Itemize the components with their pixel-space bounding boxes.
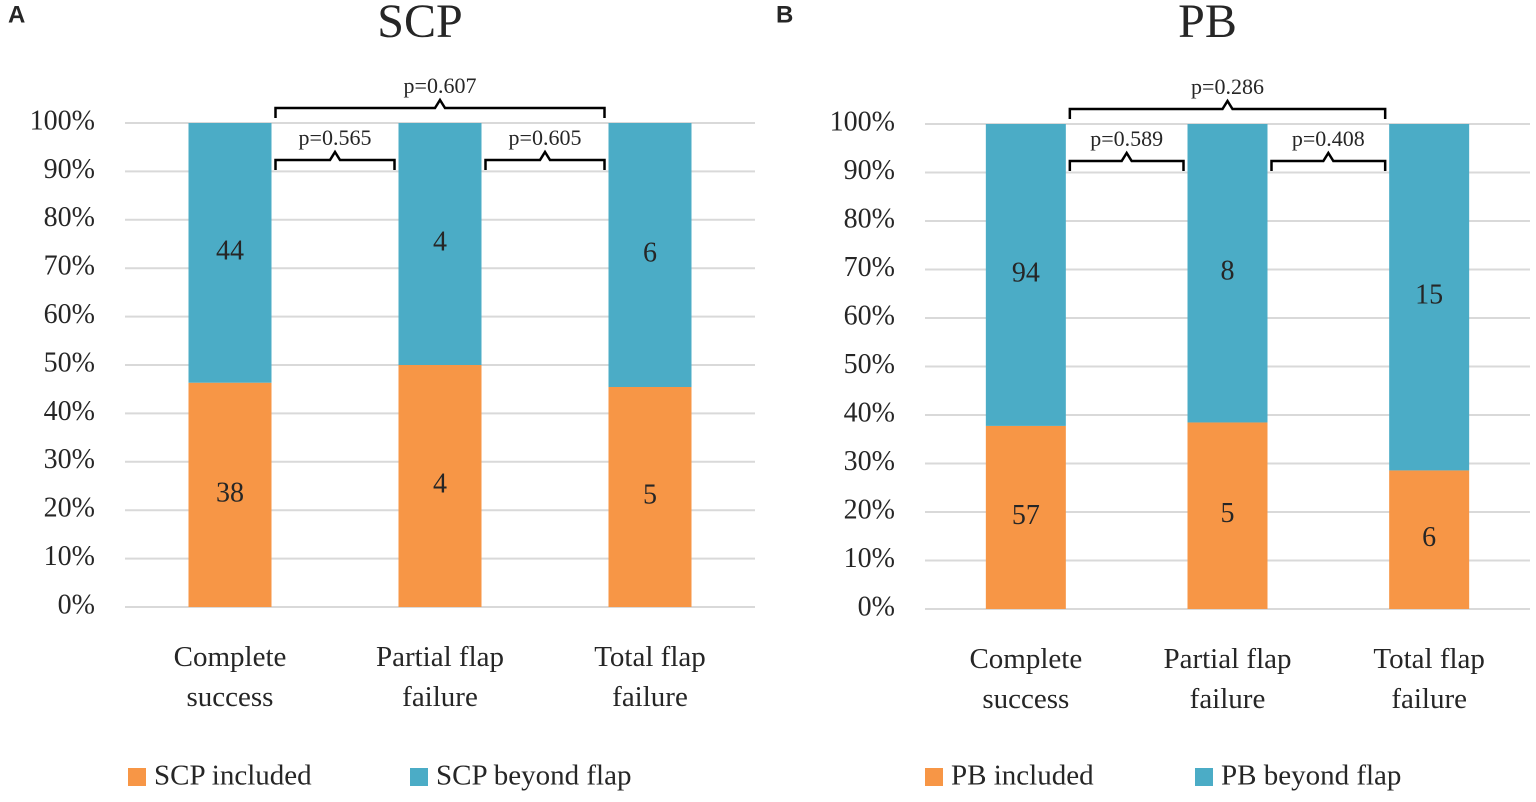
annotation: p=0.408 (1292, 126, 1365, 151)
legend-swatch (128, 768, 146, 786)
panel-label: A (8, 1, 25, 28)
x-tick-label: Complete success (969, 643, 1083, 715)
bracket (1068, 98, 1387, 119)
bar-segment (985, 124, 1066, 426)
y-tick-label: 20% (844, 494, 895, 525)
bracket (484, 149, 606, 170)
y-tick-label: 30% (844, 446, 895, 477)
legend-swatch (925, 768, 943, 786)
y-tick-label: 0% (858, 591, 895, 622)
bar-segment (1389, 124, 1470, 471)
y-tick-label: 60% (844, 300, 895, 331)
y-tick-label: 0% (58, 589, 95, 620)
bar-segment (608, 387, 692, 607)
y-tick-label: 30% (44, 444, 95, 475)
data-label: 6 (1422, 522, 1436, 553)
bar-segment (188, 123, 272, 383)
bar-segment (398, 123, 482, 365)
y-tick-label: 80% (844, 203, 895, 234)
legend-label: SCP included (154, 760, 312, 792)
bar-segment (1187, 422, 1268, 609)
y-tick-label: 10% (844, 543, 895, 574)
y-tick-label: 70% (44, 251, 95, 282)
y-tick-label: 60% (44, 299, 95, 330)
bar-segment (398, 365, 482, 607)
data-label: 15 (1415, 280, 1443, 311)
x-tick-label: Total flap failure (594, 641, 706, 713)
x-tick-label: Total flap failure (1373, 643, 1485, 715)
data-label: 44 (216, 235, 244, 266)
bar-segment (608, 123, 692, 387)
chart-title: SCP (377, 0, 462, 48)
data-label: 6 (643, 237, 657, 268)
legend-label: PB beyond flap (1221, 760, 1401, 792)
bracket (1270, 150, 1387, 171)
bracket (1068, 150, 1185, 171)
annotation: p=0.565 (299, 125, 372, 150)
legend-swatch (410, 768, 428, 786)
data-label: 5 (1221, 498, 1235, 529)
data-label: 38 (216, 477, 244, 508)
y-tick-label: 40% (844, 397, 895, 428)
y-tick-label: 80% (44, 202, 95, 233)
y-tick-label: 50% (44, 347, 95, 378)
annotation: p=0.589 (1090, 126, 1163, 151)
chart-title: PB (1178, 0, 1237, 48)
y-tick-label: 100% (30, 105, 95, 136)
y-tick-label: 70% (844, 252, 895, 283)
data-label: 4 (433, 226, 447, 257)
y-tick-label: 20% (44, 493, 95, 524)
legend-swatch (1195, 768, 1213, 786)
y-tick-label: 90% (44, 154, 95, 185)
bar-segment (985, 425, 1066, 609)
y-tick-label: 100% (830, 106, 895, 137)
bar-segment (1389, 470, 1470, 609)
data-label: 57 (1012, 500, 1040, 531)
y-tick-label: 40% (44, 396, 95, 427)
annotation: p=0.605 (509, 125, 582, 150)
legend-label: SCP beyond flap (436, 760, 631, 792)
x-tick-label: Partial flap failure (375, 641, 505, 713)
bracket (274, 97, 606, 118)
data-label: 5 (643, 479, 657, 510)
x-tick-label: Partial flap failure (1163, 643, 1292, 715)
bar-segment (1187, 124, 1268, 423)
annotation: p=0.607 (404, 73, 477, 98)
y-tick-label: 10% (44, 541, 95, 572)
y-tick-label: 90% (844, 155, 895, 186)
legend-label: PB included (951, 760, 1094, 792)
annotation: p=0.286 (1191, 74, 1264, 99)
panel-label: B (776, 1, 793, 28)
bracket (274, 149, 396, 170)
y-tick-label: 50% (844, 349, 895, 380)
data-label: 4 (433, 468, 447, 499)
data-label: 8 (1221, 256, 1235, 287)
data-label: 94 (1012, 257, 1040, 288)
bar-segment (188, 382, 272, 607)
x-tick-label: Complete success (173, 641, 287, 713)
